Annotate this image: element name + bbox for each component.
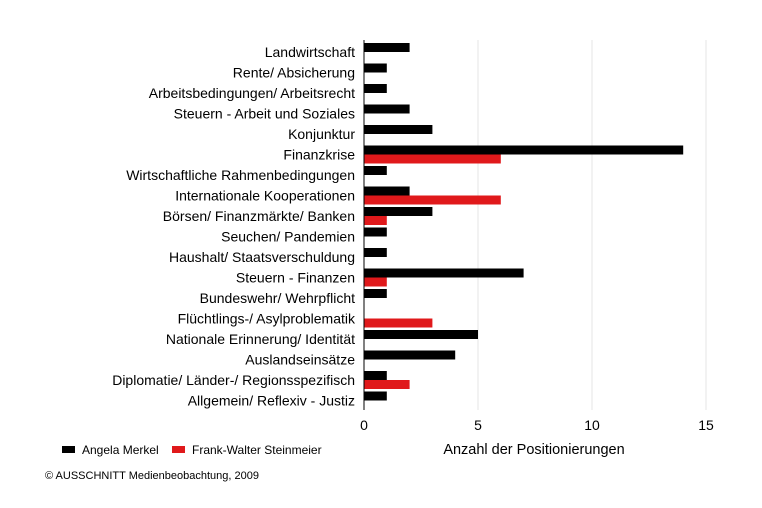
category-label: Seuchen/ Pandemien xyxy=(221,229,355,245)
category-label: Landwirtschaft xyxy=(265,44,355,60)
category-label: Börsen/ Finanzmärkte/ Banken xyxy=(163,208,355,224)
bars xyxy=(364,43,684,401)
category-label: Finanzkrise xyxy=(283,147,355,163)
bar-steinmeier xyxy=(364,216,387,225)
legend-label-angela-merkel: Angela Merkel xyxy=(82,443,159,457)
gridlines xyxy=(477,40,707,410)
bar-merkel xyxy=(364,186,410,196)
x-tick-labels: 0 5 10 15 xyxy=(360,417,714,433)
category-label: Bundeswehr/ Wehrpflicht xyxy=(200,290,355,306)
bar-merkel xyxy=(364,289,387,298)
bar-merkel xyxy=(364,125,433,134)
category-label: Konjunktur xyxy=(288,126,355,142)
bar-merkel xyxy=(364,104,410,114)
bar-merkel xyxy=(364,350,456,360)
bar-steinmeier xyxy=(364,277,387,287)
category-label: Flüchtlings-/ Asylproblematik xyxy=(178,311,356,327)
bar-merkel xyxy=(364,145,684,155)
x-tick-label: 10 xyxy=(584,417,600,433)
category-label: Steuern - Finanzen xyxy=(236,270,355,286)
bar-steinmeier xyxy=(364,318,433,328)
category-label: Haushalt/ Staatsverschuldung xyxy=(169,249,355,265)
x-tick-label: 15 xyxy=(698,417,714,433)
category-label: Nationale Erinnerung/ Identität xyxy=(166,331,355,347)
bar-merkel xyxy=(364,84,387,93)
category-label: Rente/ Absicherung xyxy=(233,65,355,81)
bar-merkel xyxy=(364,63,387,73)
bar-merkel xyxy=(364,166,387,175)
bar-steinmeier xyxy=(364,195,501,205)
category-label: Steuern - Arbeit und Soziales xyxy=(174,106,355,122)
x-axis-title: Anzahl der Positionierungen xyxy=(443,442,624,458)
bar-merkel xyxy=(364,43,410,52)
category-label: Allgemein/ Reflexiv - Justiz xyxy=(188,393,355,409)
legend-swatch-angela-merkel xyxy=(62,446,75,453)
legend-swatch-frank-walter-steinmeier xyxy=(172,446,185,453)
category-label: Internationale Kooperationen xyxy=(175,188,355,204)
bar-merkel xyxy=(364,330,478,339)
bar-merkel xyxy=(364,371,387,380)
copyright-notice: © AUSSCHNITT Medienbeobachtung, 2009 xyxy=(45,470,259,482)
bar-steinmeier xyxy=(364,154,501,164)
category-labels: Landwirtschaft Rente/ Absicherung Arbeitsb… xyxy=(112,44,356,409)
category-label: Arbeitsbedingungen/ Arbeitsrecht xyxy=(149,85,355,101)
bar-merkel xyxy=(364,248,387,257)
x-tick-label: 5 xyxy=(474,417,482,433)
bar-steinmeier xyxy=(364,380,410,389)
bar-merkel xyxy=(364,227,387,237)
x-tick-label: 0 xyxy=(360,417,368,433)
bar-merkel xyxy=(364,268,524,278)
bar-merkel xyxy=(364,207,433,216)
legend-label-frank-walter-steinmeier: Frank-Walter Steinmeier xyxy=(192,443,322,457)
legend: Angela Merkel Frank-Walter Steinmeier xyxy=(62,443,322,457)
bar-merkel xyxy=(364,391,387,401)
category-label: Diplomatie/ Länder-/ Regionsspezifisch xyxy=(112,372,355,388)
category-label: Auslandseinsätze xyxy=(245,352,355,368)
category-label: Wirtschaftliche Rahmenbedingungen xyxy=(126,167,355,183)
